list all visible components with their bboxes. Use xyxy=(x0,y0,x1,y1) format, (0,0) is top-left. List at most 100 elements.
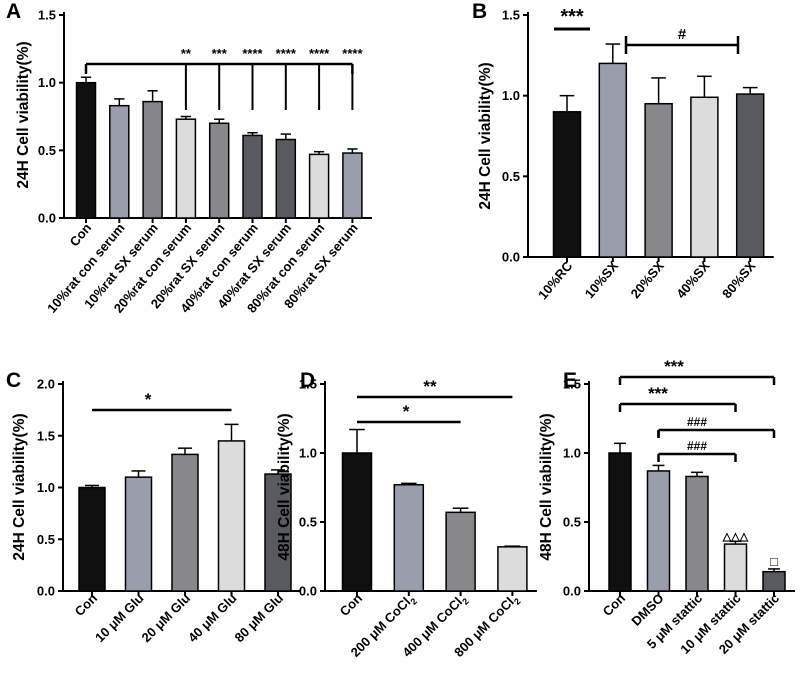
category-text: Con xyxy=(600,590,629,619)
category-label: 20%SX xyxy=(628,258,668,301)
significance-label: ### xyxy=(687,415,707,429)
y-axis-label: 48H Cell viability(%) xyxy=(276,413,293,560)
category-text: 20%SX xyxy=(628,258,668,301)
bar xyxy=(445,511,476,592)
significance-label: □ xyxy=(770,554,778,569)
bar xyxy=(644,102,673,258)
category-text: 10 μM Glu xyxy=(92,590,147,645)
y-tick-label: 1.5 xyxy=(299,377,317,392)
significance-label: * xyxy=(145,390,152,409)
bar xyxy=(608,452,632,592)
category-label: Con xyxy=(72,590,101,619)
category-label: 40 μM Glu xyxy=(185,590,240,645)
y-tick-label: 0.5 xyxy=(502,169,520,184)
bar xyxy=(78,486,106,592)
y-tick-label: 1.0 xyxy=(37,480,55,495)
bar xyxy=(217,440,246,592)
y-axis-label: 48H Cell viability(%) xyxy=(538,413,555,560)
significance-label: △△△ xyxy=(722,531,749,543)
bar xyxy=(552,111,582,258)
y-tick-label: 2.0 xyxy=(37,377,55,392)
bar xyxy=(75,81,97,219)
category-label: 40%SX xyxy=(673,258,713,301)
significance-label: **** xyxy=(242,46,263,61)
y-tick-label: 0.0 xyxy=(502,250,520,265)
bar xyxy=(124,476,153,592)
category-label: Con xyxy=(600,590,629,619)
y-tick-label: 1.5 xyxy=(563,377,581,392)
bar xyxy=(308,153,330,219)
category-subscript: 2 xyxy=(408,596,419,607)
category-label: 20 μM Glu xyxy=(139,590,194,645)
category-label: 10%RC xyxy=(535,258,576,302)
bar xyxy=(762,570,786,592)
category-text: Con xyxy=(72,590,101,619)
significance-label: ** xyxy=(423,377,437,396)
category-label: Con xyxy=(67,220,95,249)
bar xyxy=(598,62,628,258)
y-axis-label: 24H Cell viability(%) xyxy=(477,62,494,209)
significance-label: *** xyxy=(560,6,584,28)
bar xyxy=(208,122,230,219)
bar xyxy=(723,543,748,592)
bar xyxy=(264,473,292,592)
y-tick-label: 1.5 xyxy=(38,8,56,23)
significance-label: ** xyxy=(181,46,192,61)
significance-label: *** xyxy=(648,384,668,403)
panel-letter: C xyxy=(6,369,21,392)
bar xyxy=(497,546,528,592)
y-tick-label: 0.5 xyxy=(38,143,56,158)
category-text: 80%SX xyxy=(719,258,759,301)
panel-letter: D xyxy=(300,369,315,392)
category-label: 80 μM Glu xyxy=(232,590,287,645)
y-tick-label: 0.5 xyxy=(37,532,55,547)
significance-label: **** xyxy=(342,46,363,61)
bar xyxy=(175,118,197,219)
significance-label: * xyxy=(403,402,410,421)
category-label: 10%SX xyxy=(582,258,622,301)
bar xyxy=(109,104,130,219)
panel-letter: B xyxy=(472,0,487,23)
category-text: 40 μM Glu xyxy=(185,590,240,645)
bar xyxy=(171,453,199,592)
category-text: 10%RC xyxy=(535,258,576,302)
bar xyxy=(393,483,425,592)
y-tick-label: 1.0 xyxy=(38,75,56,90)
significance-label: ### xyxy=(687,439,707,453)
category-label: 80%SX xyxy=(719,258,759,301)
significance-label: *** xyxy=(212,46,228,61)
category-text: 80 μM Glu xyxy=(232,590,287,645)
category-text: 10%SX xyxy=(582,258,622,301)
y-tick-label: 1.0 xyxy=(299,446,317,461)
category-label: Con xyxy=(337,590,366,619)
bar xyxy=(142,100,163,219)
y-tick-label: 0.0 xyxy=(299,584,317,599)
category-text: Con xyxy=(337,590,366,619)
bar xyxy=(275,138,297,219)
y-tick-label: 1.0 xyxy=(563,446,581,461)
y-tick-label: 1.5 xyxy=(37,428,55,443)
category-subscript: 2 xyxy=(512,596,523,607)
y-tick-label: 0.0 xyxy=(38,211,56,226)
significance-label: *** xyxy=(664,357,684,376)
bar xyxy=(685,475,709,592)
y-axis-label: 24H Cell viability(%) xyxy=(11,413,28,560)
y-tick-label: 0.5 xyxy=(299,515,317,530)
bar xyxy=(341,452,373,592)
y-tick-label: 0.5 xyxy=(563,515,581,530)
bar xyxy=(735,93,765,258)
chart-panel-c: C 24H Cell viability(%) 0.0 0.5 1.0 1.5 2.0 Con… xyxy=(6,369,301,645)
category-text: Con xyxy=(67,220,95,249)
significance-label: # xyxy=(678,26,687,43)
category-subscript: 2 xyxy=(460,596,471,607)
bar xyxy=(690,96,719,258)
bar xyxy=(342,152,363,219)
y-tick-label: 0.0 xyxy=(563,584,581,599)
y-axis-label: 24H Cell viability(%) xyxy=(15,41,32,188)
significance-label: **** xyxy=(276,46,297,61)
bar xyxy=(242,134,263,219)
